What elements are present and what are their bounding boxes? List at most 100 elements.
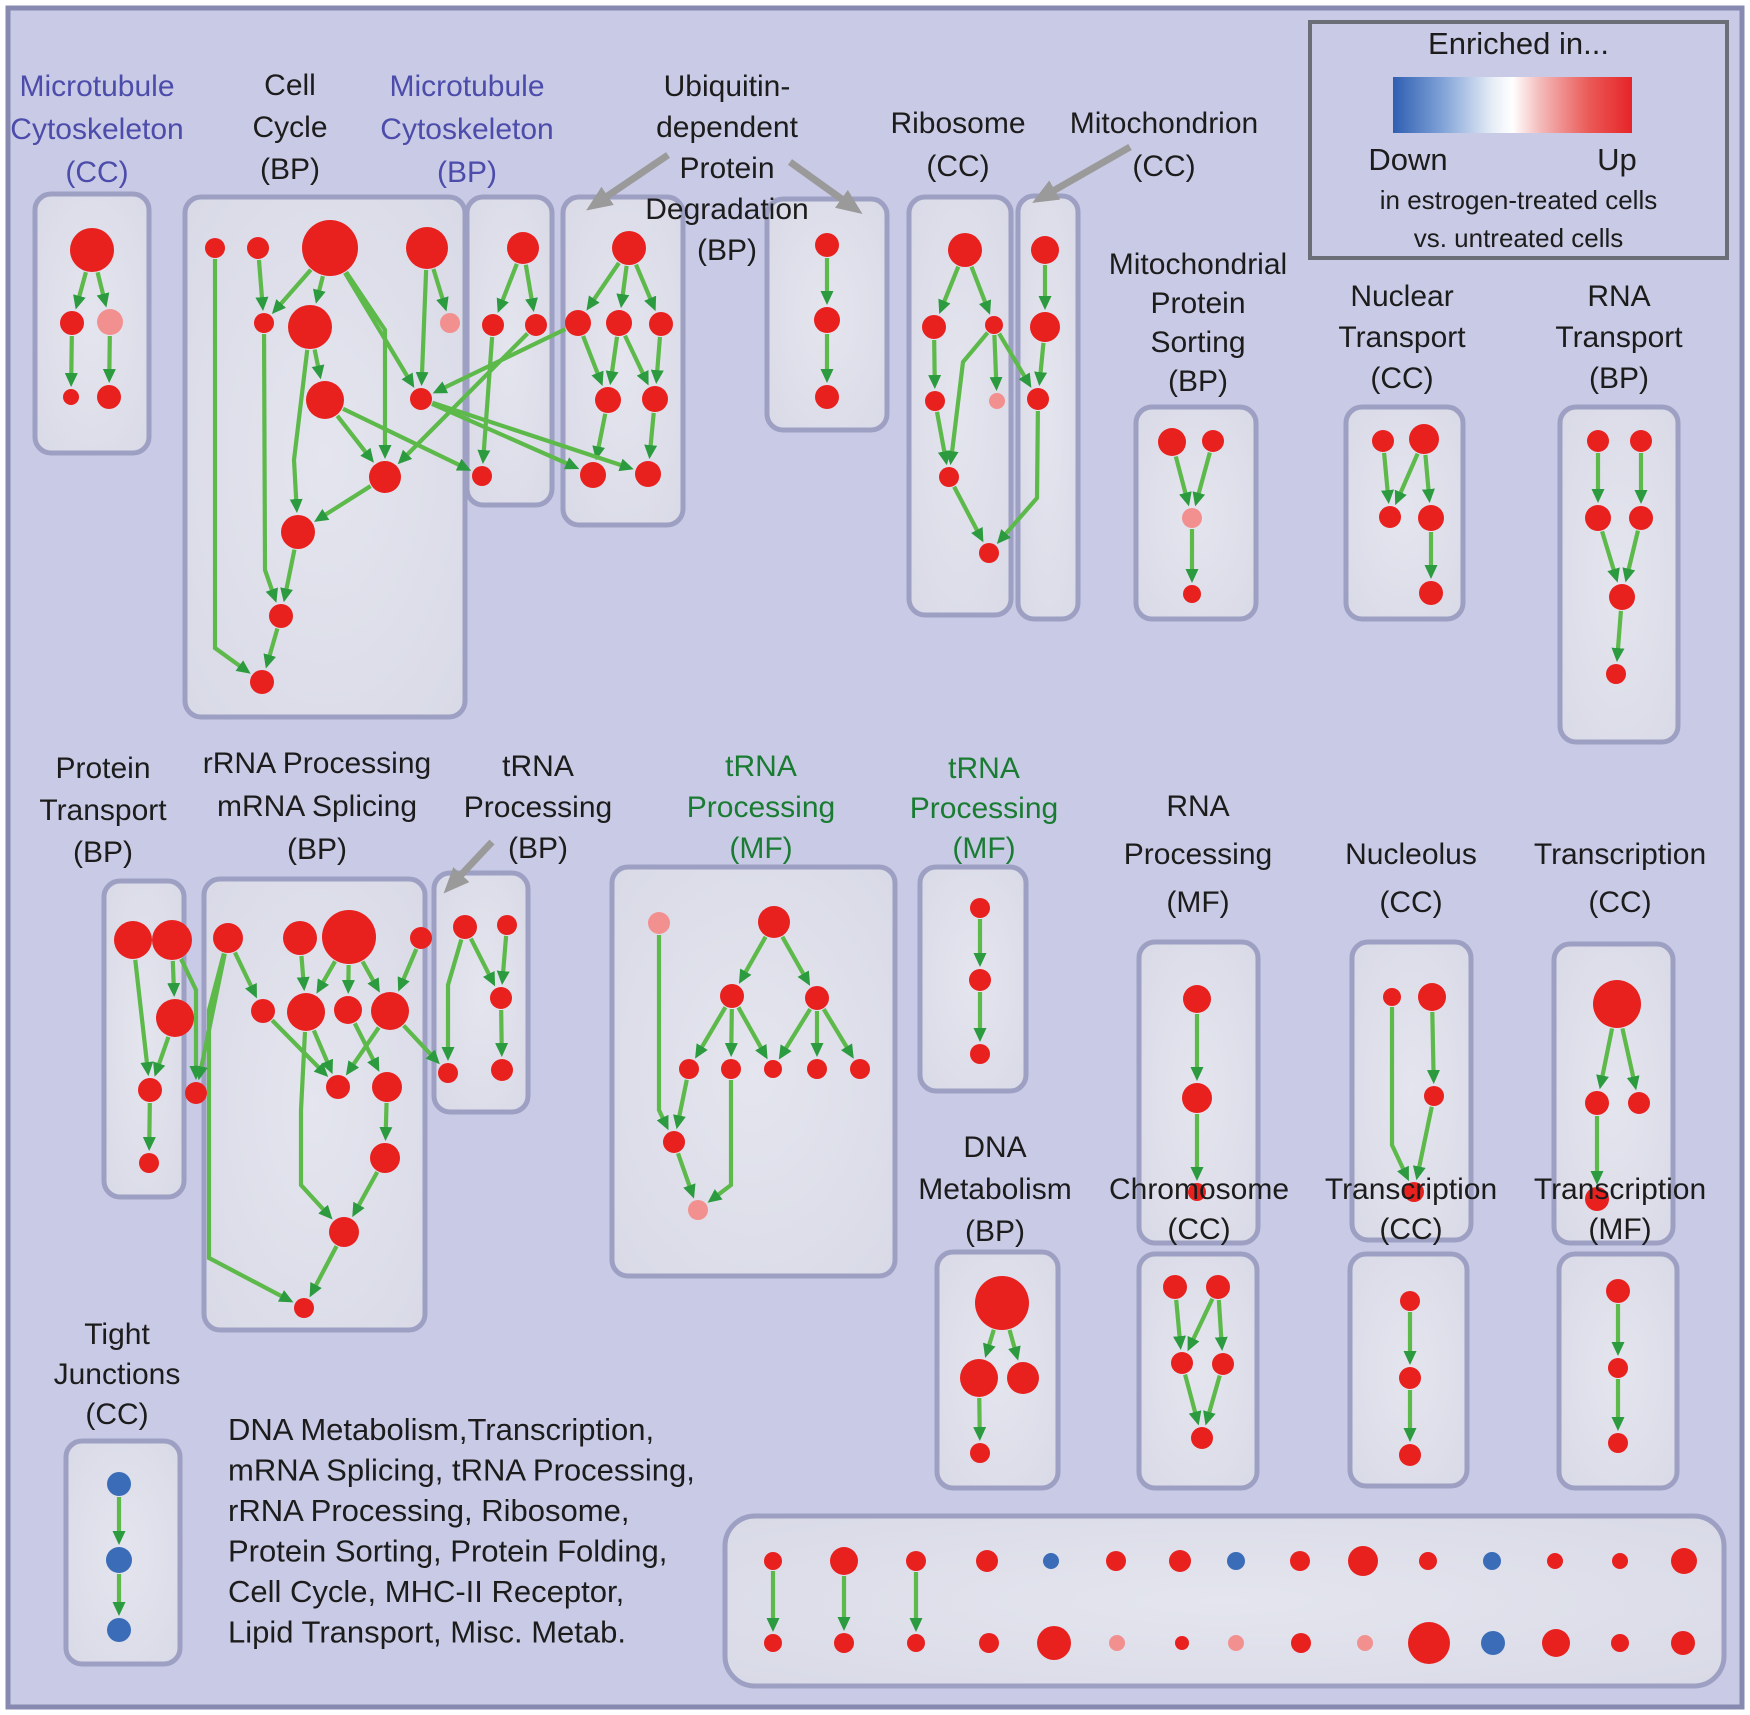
edge-trna-bp: [469, 937, 496, 987]
go-term-node-rna-proc-mf-x3: [1188, 1183, 1206, 1201]
go-term-node-nucleolus-nu2: [1418, 983, 1446, 1011]
edge-rrna: [270, 1018, 329, 1078]
go-term-node-trna-mf-small-s1: [970, 898, 990, 918]
go-term-node-mt-cc-d: [63, 389, 79, 405]
go-term-node-nucleolus-nu4: [1404, 1182, 1424, 1202]
go-term-node-trna-mf-small-s3: [970, 1044, 990, 1064]
edge-trna-mf-big: [778, 1007, 812, 1060]
go-term-node-nuclear-transport-q5: [1419, 581, 1443, 605]
go-term-node-mt-cc-c: [97, 309, 123, 335]
edge-trna-mf-big: [676, 1152, 696, 1199]
misc-terms-text-line1: mRNA Splicing, tRNA Processing,: [228, 1453, 695, 1488]
cluster-label-microtubule-bp-line1: Cytoskeleton: [380, 113, 553, 146]
cluster-label-mito-protein-sorting-line0: Mitochondrial: [1109, 248, 1287, 281]
go-term-node-rrna-r2: [283, 921, 317, 955]
edge-cell-cycle: [314, 484, 372, 522]
go-term-node-cell-cycle-c2: [247, 237, 269, 259]
cluster-label-trna-processing-mf-1-line1: Processing: [687, 791, 835, 824]
cluster-label-ubiquitin-line1: dependent: [656, 111, 798, 144]
edge-chromosome: [1183, 1374, 1202, 1426]
cluster-label-cell-cycle-line0: Cell: [264, 69, 316, 102]
legend-subtitle-1: in estrogen-treated cells: [1380, 185, 1657, 215]
edge-ribosome: [938, 265, 961, 315]
go-term-node-transcription-mf-z3: [1608, 1433, 1628, 1453]
cluster-label-tight-junctions-line2: (CC): [85, 1398, 148, 1431]
cluster-box-rna-transport: [1557, 404, 1681, 745]
edge-trna-mf-big: [738, 935, 768, 984]
go-term-node-upd2-v1: [815, 233, 839, 257]
legend-gradient-bar: [1393, 77, 1632, 133]
nodes-layer: [60, 220, 1697, 1664]
go-term-node-trna-mf-small-s2: [969, 969, 991, 991]
cluster-label-trna-processing-bp-line2: (BP): [508, 832, 568, 865]
go-term-node-trna-mf-big-k3: [764, 1060, 782, 1078]
edge-transcription-cc-a: [1620, 1027, 1640, 1091]
edges-layer: [64, 258, 1648, 1632]
go-term-node-upd-uD: [595, 387, 621, 413]
edge-rrna: [352, 1022, 380, 1072]
strip-node-r0-7: [1227, 1552, 1245, 1570]
go-term-node-cell-cycle-c10: [369, 461, 401, 493]
cluster-label-tight-junctions-line1: Junctions: [54, 1358, 181, 1391]
go-term-node-dna-metab-dm4: [970, 1443, 990, 1463]
strip-node-r1-6: [1175, 1636, 1189, 1650]
go-term-node-trna-bp-t2: [497, 915, 517, 935]
label-pointer-arrow-2: [1032, 143, 1132, 203]
cluster-label-trna-processing-bp-line0: tRNA: [502, 750, 574, 783]
edge-cell-cycle: [343, 271, 415, 388]
go-term-node-nuclear-transport-q1: [1372, 430, 1394, 452]
edge-protein-transport: [153, 1036, 171, 1077]
cluster-label-rna-processing-mf-line1: Processing: [1124, 838, 1272, 871]
edge-trna-mf-big: [695, 1006, 728, 1059]
go-term-node-trna-bp-t5: [491, 1059, 513, 1081]
go-term-node-tight-junctions-j2: [106, 1547, 132, 1573]
go-term-node-cell-cycle-c5: [254, 313, 274, 333]
edge-trna-bp: [496, 935, 510, 986]
go-term-node-transcription-cc-b-y1: [1400, 1291, 1420, 1311]
go-term-node-ribosome-rL: [922, 315, 946, 339]
go-term-node-cell-cycle-c11: [281, 515, 315, 549]
cluster-label-microtubule-bp-line2: (BP): [437, 156, 497, 189]
strip-node-r0-12: [1547, 1553, 1563, 1569]
go-term-node-protein-transport-g4: [138, 1078, 162, 1102]
go-term-node-cell-cycle-c4: [406, 227, 448, 269]
edge-upd: [605, 336, 620, 386]
strip-node-r1-4: [1037, 1626, 1071, 1660]
cluster-label-ubiquitin-line3: Degradation: [645, 193, 808, 226]
go-term-node-upd2-v3: [815, 385, 839, 409]
go-term-node-transcription-cc-a-tc4: [1585, 1187, 1609, 1211]
edge-mito-sort: [1173, 455, 1192, 507]
go-term-node-chromosome-ch1: [1163, 1275, 1187, 1299]
strip-node-r0-10: [1419, 1552, 1437, 1570]
go-term-node-rrna-r13: [294, 1298, 314, 1318]
go-term-node-transcription-cc-a-tc3: [1628, 1092, 1650, 1114]
strip-node-r1-7: [1228, 1635, 1244, 1651]
edge-cell-cycle: [335, 414, 374, 463]
strip-node-r1-3: [979, 1633, 999, 1653]
edge-chromosome: [1173, 1299, 1186, 1351]
cluster-label-nuclear-transport-line2: (CC): [1370, 362, 1433, 395]
strip-node-r0-0: [764, 1552, 782, 1570]
go-term-node-dna-metab-dm3: [1007, 1362, 1039, 1394]
edge-ribosome: [945, 331, 990, 466]
legend-subtitle-2: vs. untreated cells: [1414, 223, 1624, 253]
cluster-label-trna-processing-mf-2-line1: Processing: [910, 792, 1058, 825]
strip-node-r1-5: [1109, 1635, 1125, 1651]
edge-cell-cycle: [212, 259, 251, 674]
go-term-node-nucleolus-nu1: [1383, 988, 1401, 1006]
cluster-boxes-layer: [32, 191, 1727, 1689]
edge-rrna: [296, 955, 310, 992]
edge-rrna: [309, 1245, 339, 1298]
go-term-node-rrna-r12: [329, 1217, 359, 1247]
edge-rna-transport: [1611, 610, 1625, 663]
strip-node-r1-1: [834, 1633, 854, 1653]
legend-layer: Enriched in... Down Up in estrogen-treated …: [1308, 20, 1729, 260]
legend-up-label: Up: [1597, 142, 1637, 177]
go-term-node-nuclear-transport-q2: [1409, 424, 1439, 454]
strip-node-r0-13: [1612, 1553, 1628, 1569]
strip-node-r1-8: [1291, 1633, 1311, 1653]
edge-mt-bp: [523, 264, 538, 313]
edge-ribosome: [989, 334, 1003, 392]
edge-cell-cycle: [344, 270, 392, 459]
